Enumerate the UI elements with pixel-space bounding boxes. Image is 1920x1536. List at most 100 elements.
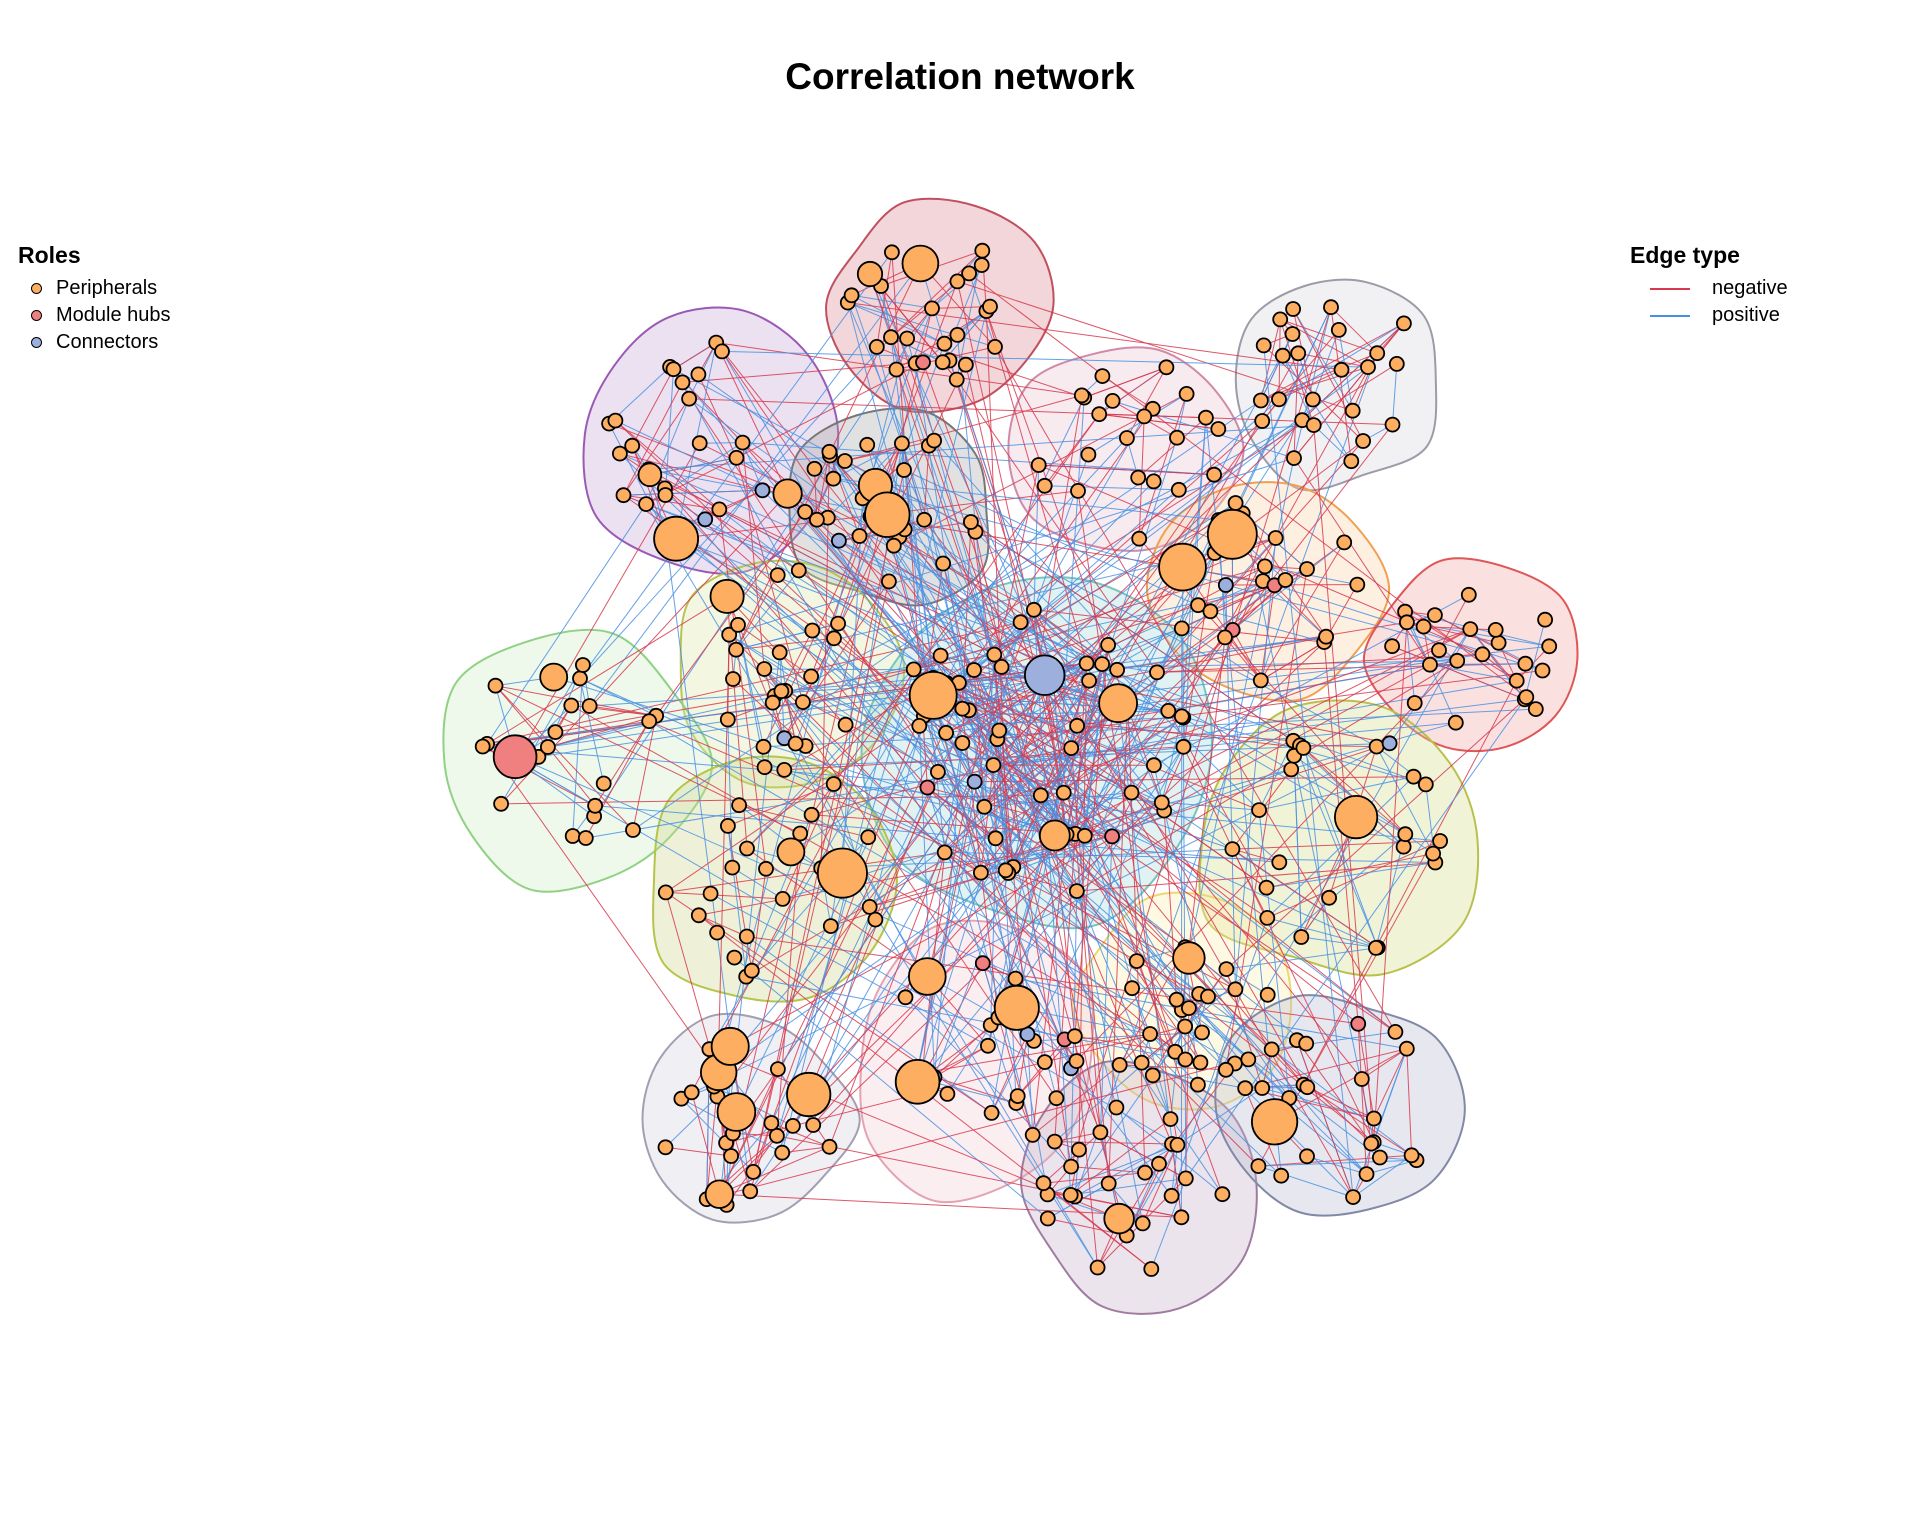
network-edge <box>681 1098 754 1173</box>
network-node <box>1384 638 1400 655</box>
network-node <box>1363 1135 1380 1152</box>
network-edge <box>752 469 905 1173</box>
network-edge <box>1263 345 1354 1198</box>
network-node <box>1381 735 1398 752</box>
network-node <box>1277 572 1294 588</box>
network-edge <box>495 685 801 834</box>
network-edge <box>595 805 1280 863</box>
network-edge <box>697 374 737 459</box>
network-node <box>1190 597 1206 614</box>
network-edge <box>589 263 921 707</box>
network-node <box>896 462 912 478</box>
network-edge <box>1361 1048 1408 1080</box>
network-node <box>1146 757 1162 774</box>
network-edge <box>1001 604 1199 668</box>
network-edge <box>927 787 1009 874</box>
network-edge <box>1296 1040 1354 1198</box>
network-node <box>1136 408 1153 425</box>
network-edge <box>923 398 1280 717</box>
network-node <box>973 864 989 881</box>
network-edge <box>728 634 1067 835</box>
network-node <box>1194 1024 1210 1041</box>
network-node <box>868 338 885 355</box>
network-node <box>821 1138 838 1155</box>
network-node <box>1368 940 1384 956</box>
network-node <box>1343 453 1360 470</box>
network-edge <box>1373 622 1408 1143</box>
network-edge <box>718 509 767 869</box>
network-edge <box>1007 872 1381 1158</box>
network-edge <box>482 662 1087 747</box>
legend-label-negative: negative <box>1712 277 1788 299</box>
network-node <box>612 445 628 462</box>
network-edge <box>1063 792 1304 1086</box>
network-edge <box>619 453 763 491</box>
network-edge <box>1352 1154 1412 1198</box>
network-node <box>1123 784 1140 801</box>
network-node <box>1295 740 1312 756</box>
network-node <box>966 773 983 790</box>
network-edge <box>944 742 963 853</box>
network-edge <box>1012 680 1090 868</box>
network-node <box>993 984 1040 1031</box>
network-node <box>1202 603 1219 620</box>
network-node <box>907 957 947 996</box>
network-node <box>1330 321 1347 338</box>
network-edge <box>732 678 806 747</box>
network-node <box>1274 347 1291 364</box>
network-node <box>1137 1164 1153 1181</box>
network-node <box>1398 1040 1415 1057</box>
network-node <box>1206 466 1222 483</box>
network-edge <box>934 742 963 1078</box>
network-edge <box>1373 1048 1408 1119</box>
network-edge <box>719 508 995 656</box>
network-node <box>723 1148 739 1164</box>
network-edge <box>946 682 1072 749</box>
network-node <box>1305 391 1321 408</box>
network-edge <box>749 1122 772 1192</box>
network-node <box>572 670 588 687</box>
network-edge <box>919 717 1184 727</box>
network-edge <box>486 595 728 745</box>
network-node <box>758 860 774 877</box>
network-node <box>1258 879 1275 896</box>
network-node <box>1422 656 1438 673</box>
network-node <box>1425 845 1441 862</box>
network-node <box>1321 889 1337 906</box>
network-edge <box>785 677 934 692</box>
network-edge <box>1274 1048 1408 1123</box>
network-node <box>805 1117 822 1133</box>
network-edge <box>738 804 822 869</box>
network-node <box>1026 601 1042 618</box>
network-edge <box>579 336 892 679</box>
network-edge <box>691 669 915 1093</box>
network-edge <box>777 668 1053 1070</box>
network-node <box>1299 1079 1316 1096</box>
network-edge <box>1074 1143 1173 1197</box>
network-node <box>1081 672 1097 689</box>
network-edge <box>1389 628 1471 744</box>
network-node <box>851 528 868 544</box>
network-node <box>624 437 641 454</box>
network-node <box>1224 841 1241 857</box>
network-edge <box>916 1033 1151 1075</box>
network-node <box>980 1037 996 1054</box>
network-node <box>894 1059 941 1105</box>
network-node <box>1217 629 1233 646</box>
network-node <box>776 762 793 778</box>
network-edge <box>1171 917 1268 1196</box>
network-edge <box>632 400 1262 831</box>
module-hull <box>825 197 1055 414</box>
network-edge <box>673 368 970 711</box>
network-node <box>1406 695 1423 711</box>
network-edge <box>1303 747 1406 835</box>
network-node <box>1252 672 1269 689</box>
network-node <box>1299 1148 1315 1165</box>
network-node <box>1369 345 1386 362</box>
network-edge <box>1226 947 1376 970</box>
network-edge <box>993 764 1304 1086</box>
network-node <box>803 668 819 685</box>
network-edge <box>742 442 1067 835</box>
network-node <box>901 244 940 283</box>
network-edge <box>1084 366 1167 399</box>
